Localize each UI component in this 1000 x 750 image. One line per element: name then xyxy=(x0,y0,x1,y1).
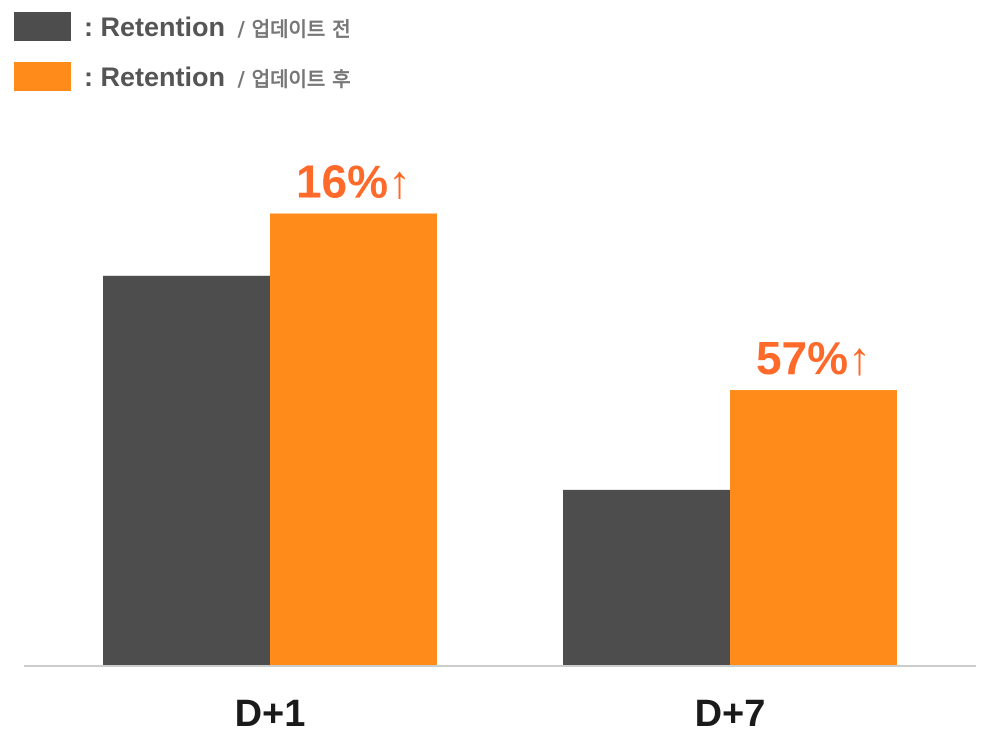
legend-label-before-sub: / 업데이트 전 xyxy=(237,17,350,41)
x-tick-label: D+1 xyxy=(235,693,306,735)
bar-d7-after xyxy=(730,390,897,665)
legend-label-after-main: : Retention xyxy=(84,62,225,92)
data-label-increase: 57%↑ xyxy=(756,332,871,384)
legend-swatch-before xyxy=(14,12,71,41)
bar-d7-before xyxy=(563,489,730,665)
bar-d1-after xyxy=(270,213,437,665)
legend: : Retention / 업데이트 전 : Retention / 업데이트 … xyxy=(14,12,351,92)
legend-label-after: : Retention / 업데이트 후 xyxy=(84,62,351,92)
bar-d1-before xyxy=(103,275,270,665)
legend-label-after-sub: / 업데이트 후 xyxy=(237,67,350,91)
legend-label-before: : Retention / 업데이트 전 xyxy=(84,12,351,42)
plot-area: D+1 D+7 16%↑ 57%↑ xyxy=(103,156,897,735)
legend-swatch-after xyxy=(14,62,71,91)
data-label-increase: 16%↑ xyxy=(296,156,411,208)
legend-label-before-main: : Retention xyxy=(84,12,225,42)
x-tick-label: D+7 xyxy=(695,693,766,735)
